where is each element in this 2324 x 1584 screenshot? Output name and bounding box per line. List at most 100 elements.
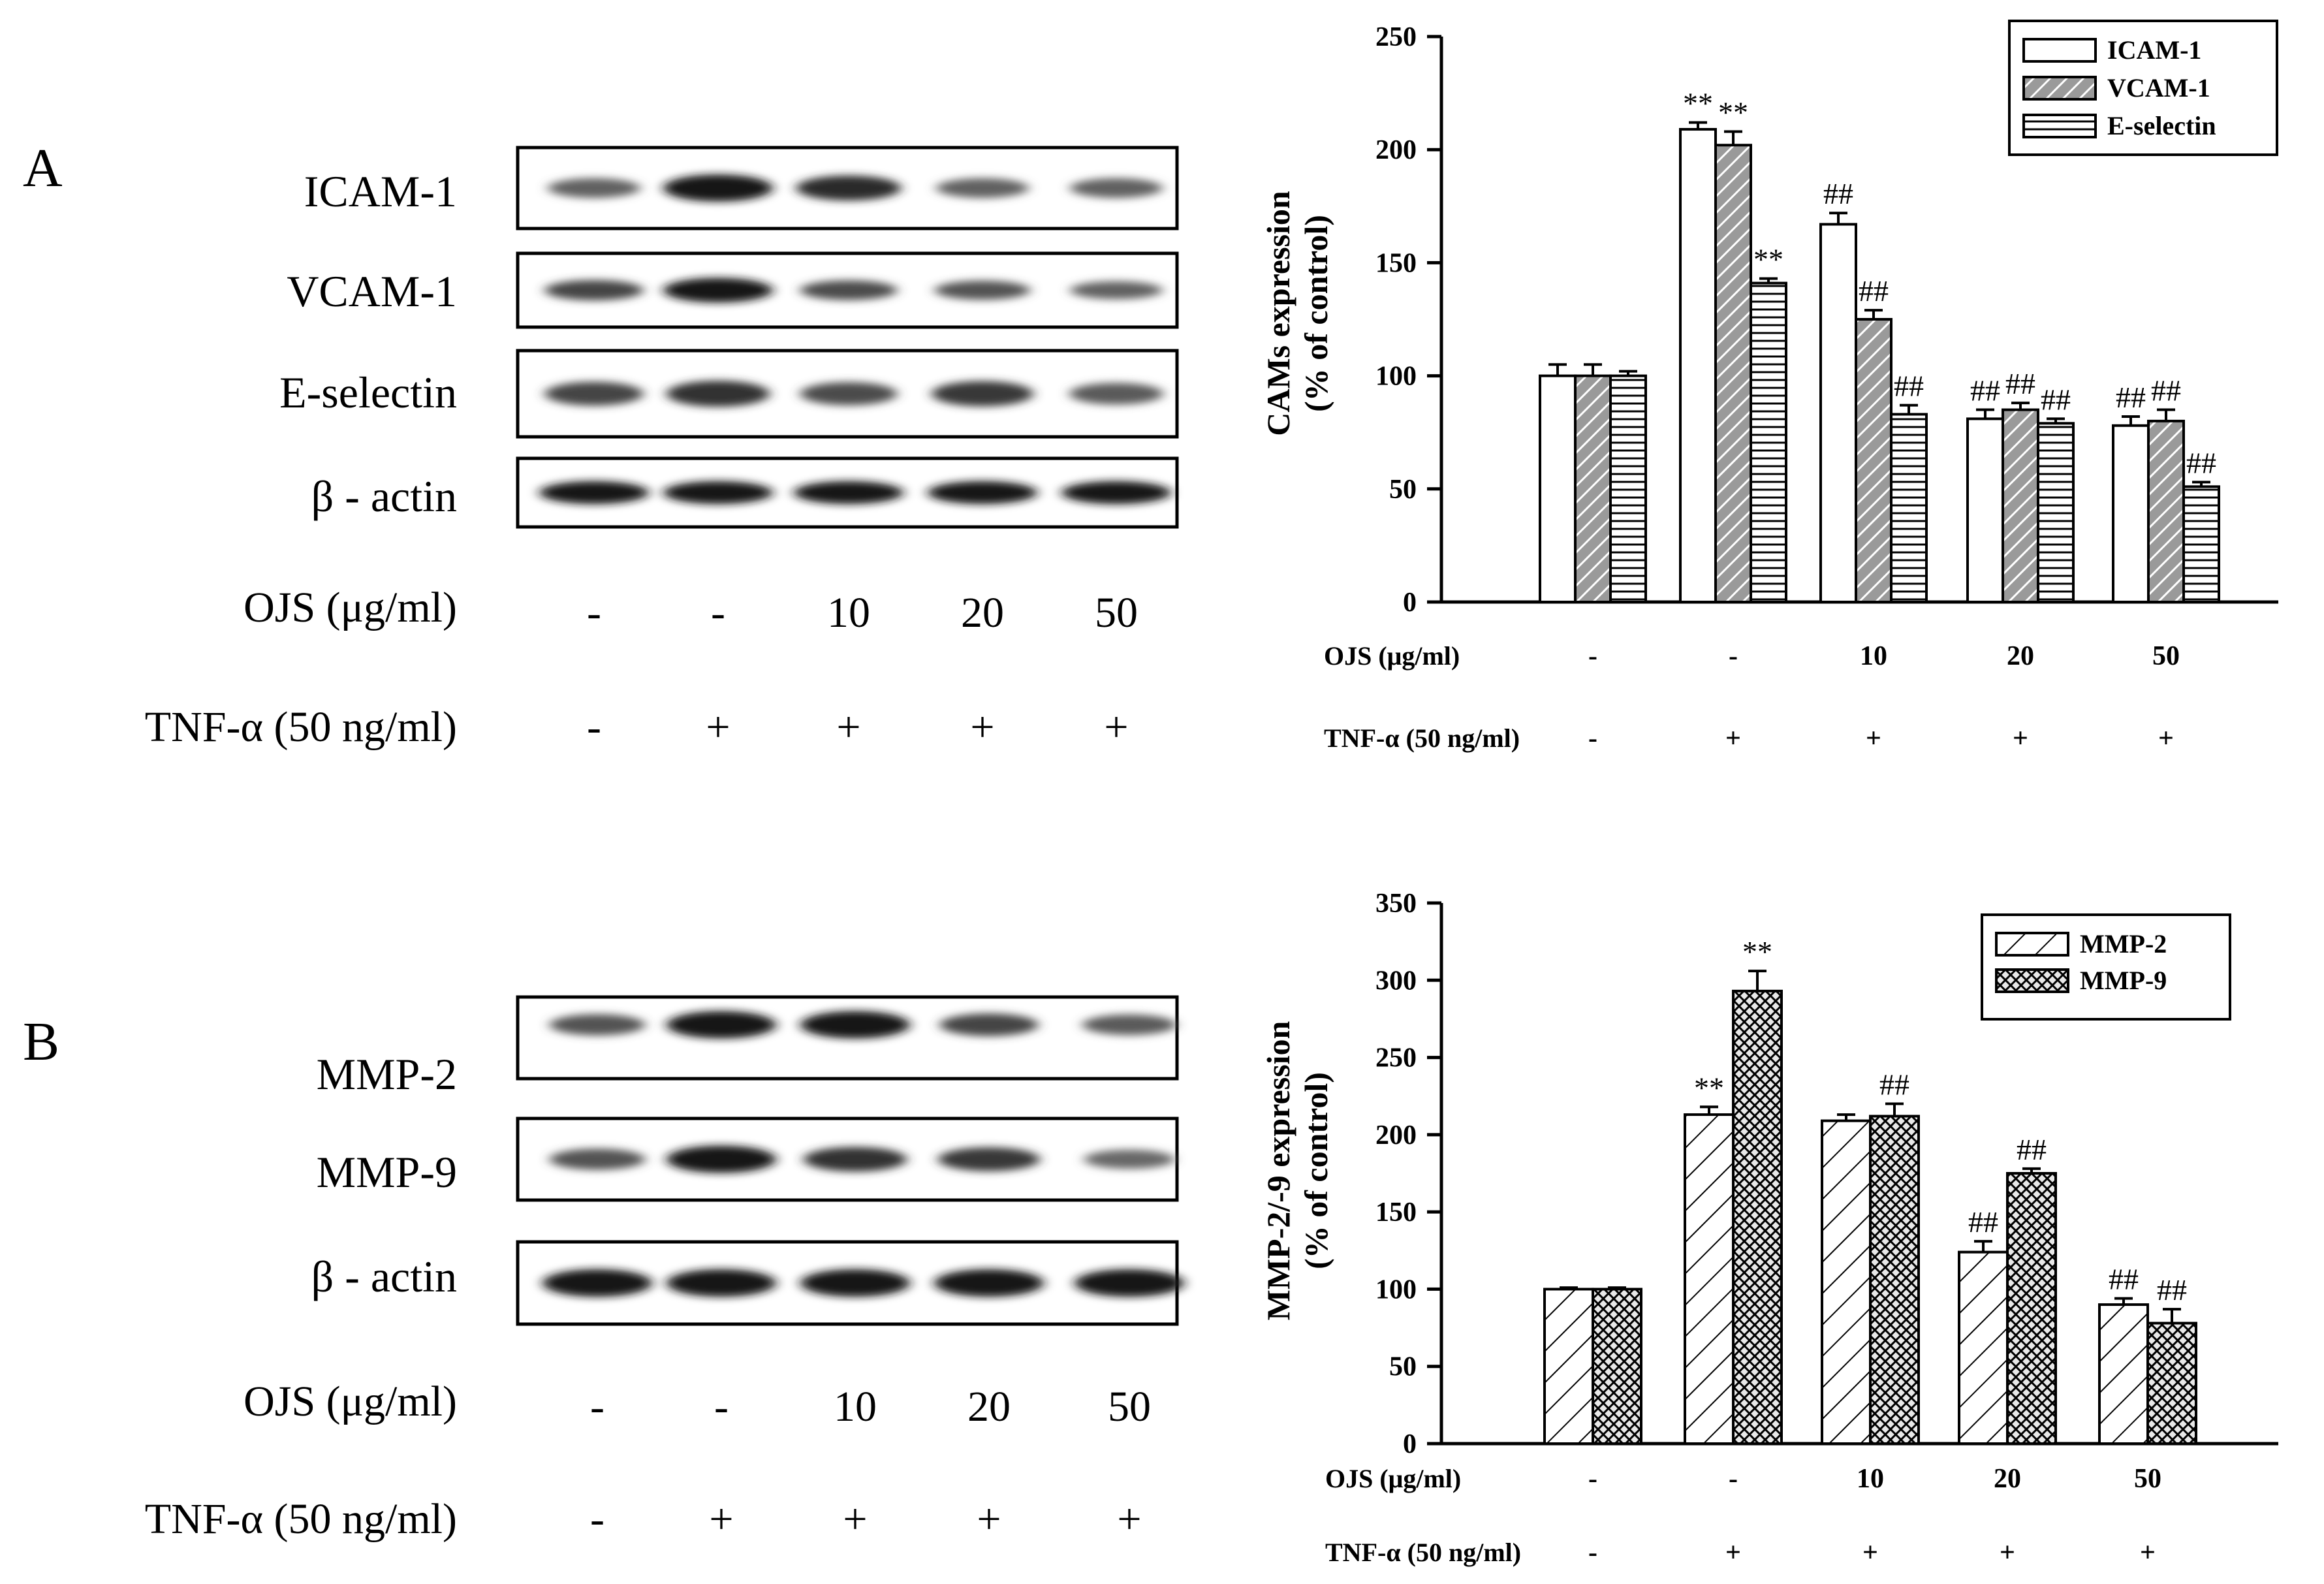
y-axis-label: (% of control) [1298,1072,1334,1269]
panel-b: B MMP-2 MMP-9 β - actin OJS (μg/ml) - - 10 20 50… [0,792,2324,1584]
tnf-value: + [836,703,860,751]
ojs-value: - [711,589,725,637]
legend-label: MMP-2 [2080,929,2167,958]
panel-letter: A [23,138,63,198]
significance-mark: ## [2151,374,2181,407]
significance-mark: ## [1968,1205,1998,1239]
bar [1684,1113,1735,1445]
tnf-label: TNF-α (50 ng/ml) [145,1495,457,1543]
ojs-label: OJS (μg/ml) [243,1378,457,1425]
bar [1750,281,1787,603]
y-tick-label: 300 [1375,966,1417,996]
blot-band [544,279,644,301]
x-row-value: + [1866,723,1881,753]
bar [1714,144,1752,604]
x-row-value: 20 [1994,1464,2021,1494]
x-row-value: - [1588,723,1597,753]
bar [1966,417,2004,604]
x-row-label: OJS (μg/ml) [1325,1464,1461,1493]
blot-band [928,481,1037,505]
tnf-value: + [970,703,994,751]
ojs-value: 10 [834,1383,877,1431]
y-axis-label: CAMs expression [1260,191,1296,436]
tnf-value: + [843,1495,867,1543]
blot-band [800,382,898,405]
blot-row: MMP-9 [317,1117,1179,1202]
y-tick-label: 350 [1375,889,1417,919]
x-row-value: 20 [2007,641,2034,671]
bar [2098,1303,2149,1445]
y-tick-label: 100 [1375,362,1417,392]
blot-band [549,1014,646,1036]
significance-mark: ## [1823,177,1853,210]
blot-row-label: β - actin [311,471,457,521]
x-row-value: 50 [2152,641,2180,671]
ojs-value: - [587,589,601,637]
blot-band [934,1269,1044,1297]
ojs-value: - [590,1383,605,1431]
x-row-value: + [1725,1538,1741,1568]
ojs-value: - [714,1383,729,1431]
blot-band [932,381,1033,407]
blot-band [667,1145,776,1173]
y-tick-label: 50 [1389,1352,1417,1382]
legend-swatch [1995,932,2069,957]
x-row-value: + [2158,723,2174,753]
bar [1821,1119,1872,1445]
blot-row-label: ICAM-1 [304,166,457,216]
x-row-value: 10 [1857,1464,1884,1494]
bar [1855,318,1892,603]
significance-mark: ## [1859,274,1889,308]
significance-mark: ** [1683,87,1713,120]
blot-band [939,1013,1039,1036]
blot-row-label: VCAM-1 [287,266,457,316]
legend-label: VCAM-1 [2107,73,2210,103]
bar [2147,419,2185,603]
bar [1819,223,1857,603]
x-row-label: OJS (μg/ml) [1324,641,1460,671]
bar [2002,408,2039,603]
legend-swatch [1995,968,2069,993]
blot-band [1070,281,1163,300]
y-tick-label: 250 [1375,1043,1417,1073]
blot-band [803,1147,907,1172]
blot-row: ICAM-1 [304,146,1179,230]
x-row-value: + [2140,1538,2156,1568]
blot-band [548,178,640,198]
blot-row: β - actin [311,456,1179,529]
y-tick-label: 150 [1375,1197,1417,1228]
bar [1869,1115,1920,1445]
y-tick-label: 250 [1375,22,1417,52]
bar [1539,374,1577,603]
western-blot: MMP-2 MMP-9 β - actin OJS (μg/ml) - - 10 20 50 TN… [145,995,1184,1543]
blot-band [1075,1269,1184,1297]
x-row-value: - [1729,1464,1738,1494]
blot-band [542,1269,652,1297]
blot-row: VCAM-1 [287,251,1179,329]
blot-band [1082,1014,1176,1036]
panel-a-figure: A ICAM-1 VCAM-1 E-selectin β - actin OJS (μg… [23,20,2278,753]
blot-row: β - actin [311,1240,1184,1326]
blot-band [549,1148,646,1170]
bar [2182,485,2220,603]
blot-band [934,280,1031,300]
bar [1609,374,1647,603]
tnf-value: + [709,1495,733,1543]
legend-label: MMP-9 [2080,966,2167,995]
panel-b-figure: B MMP-2 MMP-9 β - actin OJS (μg/ml) - - 10 20 50… [23,889,2278,1568]
tnf-value: + [977,1495,1001,1543]
y-tick-label: 100 [1375,1275,1417,1305]
legend-swatch [2022,114,2097,138]
significance-mark: ## [1970,374,2000,407]
bar [2112,424,2150,603]
blot-band [1084,1149,1175,1169]
blot-row-label: MMP-2 [317,1049,457,1099]
y-tick-label: 50 [1389,475,1417,505]
x-row-label: TNF-α (50 ng/ml) [1324,723,1520,753]
bar [1679,128,1717,604]
blot-band [663,481,773,505]
bar [1543,1288,1594,1446]
bar [1958,1250,2009,1445]
legend-swatch [2022,76,2097,101]
significance-mark: ## [2041,383,2071,416]
